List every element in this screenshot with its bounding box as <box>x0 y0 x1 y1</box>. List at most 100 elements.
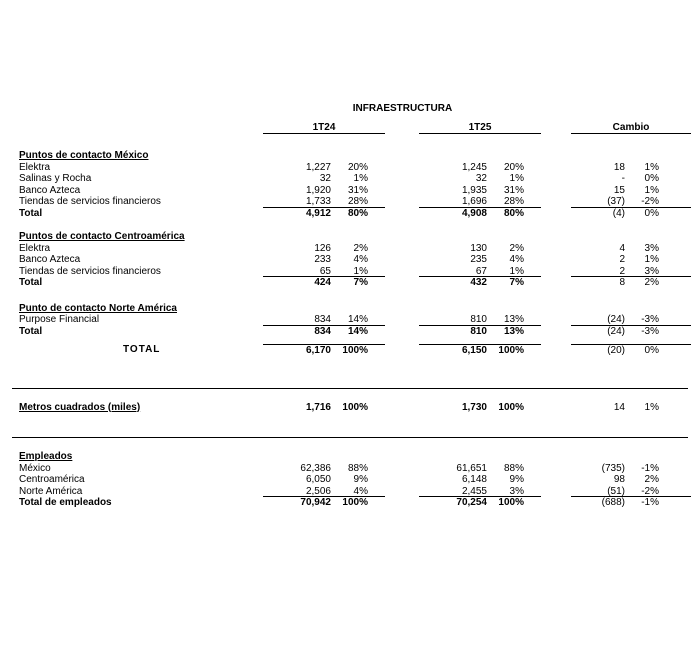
section-header-mexico: Puntos de contacto México <box>19 150 263 162</box>
spacer <box>662 314 691 325</box>
metros-label-text: Metros cuadrados (miles) <box>19 401 141 413</box>
separator-line <box>12 437 688 438</box>
group-1t24: 6,050 9% <box>263 474 385 486</box>
group-1t25: 130 2% <box>419 243 541 255</box>
column-gap <box>385 344 419 356</box>
value-1t24: 6,170 <box>305 345 331 356</box>
spacer <box>525 277 541 289</box>
value-1t25: 32 <box>475 173 487 184</box>
pct-1t24: 1% <box>353 265 368 277</box>
total-row-mexico: Total 4,912 80% 4,908 80% (4) 0% <box>0 208 695 220</box>
column-gap <box>385 486 419 498</box>
pct-1t25: 28% <box>503 196 524 207</box>
group-cambio: (51) -2% <box>571 485 691 497</box>
value-cambio: - <box>621 173 625 184</box>
spacer <box>525 326 541 338</box>
pct-1t25: 4% <box>509 254 524 265</box>
total-row-centroamerica: Total 424 7% 432 7% 8 2% <box>0 277 695 289</box>
section-header-text: Puntos de contacto México <box>19 150 149 161</box>
column-gap <box>541 185 571 197</box>
value-1t25: 67 <box>475 265 487 277</box>
column-gap <box>541 463 571 475</box>
value-cambio: 15 <box>613 184 625 196</box>
group-1t24: 1,716 100% <box>263 402 385 414</box>
spacer <box>525 486 541 497</box>
group-1t24: 834 14% <box>263 326 385 338</box>
group-1t25: 1,935 31% <box>419 185 541 197</box>
spacer <box>662 345 691 356</box>
total-label: Total de empleados <box>19 497 112 508</box>
value-1t24: 6,050 <box>305 474 331 485</box>
pct-1t25: 13% <box>503 325 524 337</box>
value-cambio: 18 <box>613 161 625 173</box>
pct-1t24: 100% <box>342 497 368 508</box>
section-header-row: Punto de contacto Norte América <box>0 303 695 315</box>
value-1t25: 4,908 <box>461 207 487 219</box>
spacer <box>662 326 691 338</box>
pct-1t24: 88% <box>347 462 368 474</box>
spacer <box>662 162 691 174</box>
spacer <box>525 463 541 475</box>
spacer <box>369 463 385 475</box>
group-cambio: (37) -2% <box>571 196 691 208</box>
spacer <box>369 345 385 356</box>
pct-cambio: -3% <box>641 314 659 325</box>
value-cambio: (20) <box>607 345 625 356</box>
value-cambio: 98 <box>613 474 625 485</box>
group-cambio: 14 1% <box>571 402 691 414</box>
column-gap <box>385 173 419 185</box>
spacer <box>369 208 385 220</box>
group-1t25: 67 1% <box>419 265 541 277</box>
spacer <box>525 474 541 486</box>
column-gap <box>541 402 571 414</box>
pct-cambio: -3% <box>641 325 659 337</box>
spacer <box>662 497 691 509</box>
row-label: México <box>19 462 51 474</box>
value-1t25: 6,148 <box>461 474 487 485</box>
column-gap <box>385 121 419 134</box>
spacer <box>525 402 541 414</box>
spacer <box>369 326 385 338</box>
grand-total-row: TOTAL 6,170 100% 6,150 100% (20) 0% <box>0 344 695 356</box>
spacer <box>525 162 541 174</box>
spacer <box>369 277 385 289</box>
data-row-empleados-centroamerica: Centroamérica 6,050 9% 6,148 9% 98 2% <box>0 474 695 486</box>
section-header-text: Empleados <box>19 451 73 462</box>
pct-1t25: 2% <box>509 242 524 254</box>
pct-1t24: 14% <box>347 314 368 325</box>
group-1t25: 6,148 9% <box>419 474 541 486</box>
value-1t24: 65 <box>319 265 331 277</box>
value-1t25: 2,455 <box>461 485 487 497</box>
spacer <box>525 497 541 509</box>
value-1t24: 834 <box>314 325 331 337</box>
column-gap <box>385 314 419 326</box>
column-gap <box>541 254 571 266</box>
spacer <box>662 173 691 185</box>
value-cambio: (51) <box>607 485 625 497</box>
spacer <box>662 474 691 486</box>
column-gap <box>385 326 419 338</box>
column-gap <box>385 266 419 278</box>
pct-1t25: 100% <box>498 497 524 508</box>
value-cambio: 14 <box>613 401 625 413</box>
pct-1t25: 1% <box>509 265 524 277</box>
group-1t24: 424 7% <box>263 277 385 289</box>
metros-label: Metros cuadrados (miles) <box>19 402 263 414</box>
spacer <box>369 314 385 325</box>
spacer <box>369 162 385 174</box>
pct-1t25: 31% <box>503 184 524 196</box>
pct-1t24: 7% <box>353 277 368 288</box>
value-1t25: 1,696 <box>461 196 487 207</box>
column-gap <box>541 344 571 356</box>
column-header-cambio: Cambio <box>571 121 691 134</box>
section-header-text: Punto de contacto Norte América <box>19 302 177 314</box>
column-header-spacer <box>19 121 263 134</box>
spacer <box>369 173 385 185</box>
pct-cambio: 2% <box>644 277 659 288</box>
pct-1t25: 20% <box>503 161 524 173</box>
group-1t24: 70,942 100% <box>263 497 385 509</box>
value-1t24: 233 <box>314 254 331 265</box>
group-1t24: 6,170 100% <box>263 344 385 356</box>
group-1t25: 810 13% <box>419 326 541 338</box>
group-1t25: 810 13% <box>419 314 541 326</box>
